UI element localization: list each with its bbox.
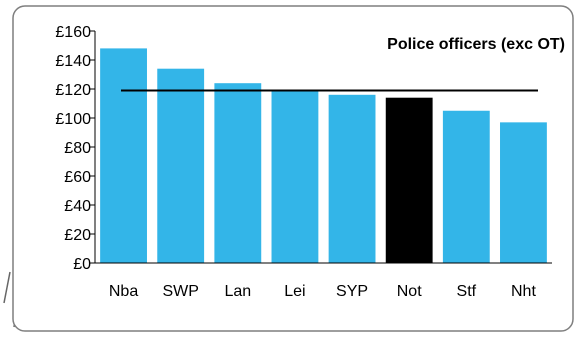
bar-swp	[157, 68, 205, 263]
bar-nht	[500, 122, 547, 263]
y-tick-label: £60	[64, 169, 91, 186]
bar-nba	[100, 48, 147, 264]
bars	[100, 48, 547, 264]
y-tick-label: £140	[55, 53, 91, 70]
x-tick-label: SWP	[162, 283, 198, 300]
x-tick-label: SYP	[336, 283, 368, 300]
bar-lan	[214, 83, 262, 263]
x-tick-label: Nba	[109, 283, 138, 300]
x-tick-label: Lei	[284, 283, 305, 300]
bar-lei	[271, 90, 319, 263]
y-tick-label: £120	[55, 82, 91, 99]
y-tick-label: £80	[64, 140, 91, 157]
background-decoration-left-2	[3, 271, 11, 304]
y-tick-label: £0	[73, 256, 91, 273]
bar-not	[385, 97, 433, 263]
y-axis-ticks: £0 £20 £40 £60 £80 £100 £120 £140 £160	[55, 24, 95, 273]
x-tick-label: Nht	[511, 283, 536, 300]
x-tick-label: Lan	[224, 283, 251, 300]
y-tick-label: £160	[55, 24, 91, 41]
x-axis-labels: Nba SWP Lan Lei SYP Not Stf Nht	[109, 283, 537, 300]
y-tick-label: £40	[64, 198, 91, 215]
chart-title: Police officers (exc OT)	[387, 36, 565, 53]
x-tick-label: Stf	[457, 283, 477, 300]
y-tick-label: £100	[55, 111, 91, 128]
y-tick-label: £20	[64, 227, 91, 244]
bar-stf	[442, 110, 490, 263]
bar-syp	[328, 94, 376, 263]
x-tick-label: Not	[397, 283, 422, 300]
